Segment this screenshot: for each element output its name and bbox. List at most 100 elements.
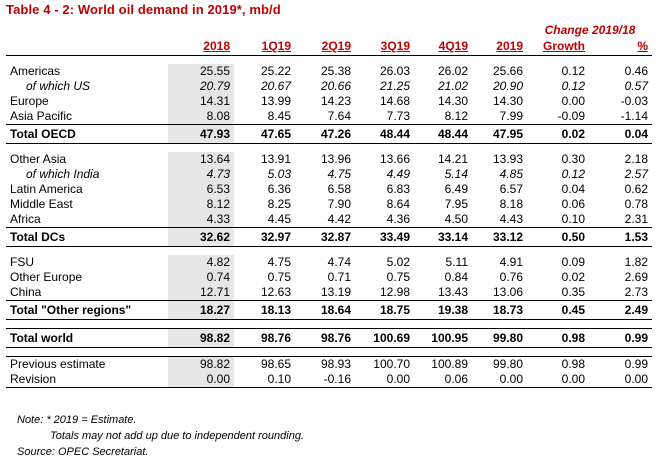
cell-5: 5.11 bbox=[445, 255, 468, 269]
col-header-percent: % bbox=[589, 38, 652, 56]
cell-6: 4.85 bbox=[499, 167, 523, 181]
cell-8: 0.99 bbox=[589, 328, 652, 348]
table-row: Middle East 8.12 8.25 7.90 8.64 7.95 8.18 0.06 0… bbox=[6, 197, 652, 212]
cell-1: 4.73 bbox=[168, 167, 234, 182]
cell-2: 5.03 bbox=[267, 167, 291, 181]
cell-6: 7.99 bbox=[499, 109, 523, 123]
cell-7: 0.09 bbox=[561, 255, 585, 269]
cell-5: 0.84 bbox=[444, 270, 468, 284]
cell-2: 13.91 bbox=[260, 152, 291, 166]
cell-3: 4.74 bbox=[327, 255, 351, 269]
cell-7: -0.09 bbox=[557, 109, 585, 123]
cell-2: 0.75 bbox=[267, 270, 291, 284]
cell-8: 2.57 bbox=[624, 167, 648, 181]
row-label: Previous estimate bbox=[6, 356, 168, 372]
cell-2: 25.22 bbox=[260, 64, 291, 78]
table-row: Revision 0.00 0.10 -0.16 0.00 0.06 0.00 0.00 0.0… bbox=[6, 372, 652, 388]
cell-5: 0.06 bbox=[414, 372, 472, 388]
cell-4: 26.03 bbox=[379, 64, 410, 78]
cell-7: 0.02 bbox=[527, 124, 589, 144]
cell-1: 8.12 bbox=[168, 197, 234, 212]
cell-1: 0.74 bbox=[168, 270, 234, 285]
spacer-row bbox=[6, 56, 652, 65]
cell-1: 13.64 bbox=[168, 152, 234, 167]
row-label: Total OECD bbox=[6, 124, 168, 144]
cell-2: 6.36 bbox=[267, 182, 291, 196]
cell-2: 98.76 bbox=[234, 328, 295, 348]
row-label: Total DCs bbox=[6, 227, 168, 247]
cell-2: 0.10 bbox=[234, 372, 295, 388]
cell-3: 13.19 bbox=[320, 285, 351, 299]
cell-3: 18.64 bbox=[295, 300, 355, 320]
spacer-row bbox=[6, 144, 652, 153]
table-row: Africa 4.33 4.45 4.42 4.36 4.50 4.43 0.10 2.31 bbox=[6, 212, 652, 228]
cell-5: 13.43 bbox=[437, 285, 468, 299]
cell-2: 4.45 bbox=[267, 212, 291, 226]
cell-7: 0.12 bbox=[561, 64, 585, 78]
cell-4: 12.98 bbox=[379, 285, 410, 299]
cell-1: 6.53 bbox=[168, 182, 234, 197]
table-row: Other Europe 0.74 0.75 0.71 0.75 0.84 0.76 0.02… bbox=[6, 270, 652, 285]
table-row: Asia Pacific 8.08 8.45 7.64 7.73 8.12 7.99 -0.0… bbox=[6, 109, 652, 125]
table-row: Previous estimate 98.82 98.65 98.93 100.70 10… bbox=[6, 356, 652, 372]
cell-8: 0.78 bbox=[624, 197, 648, 211]
total-row: Total DCs 32.62 32.97 32.87 33.49 33.14 33.12 0… bbox=[6, 227, 652, 247]
row-label: Latin America bbox=[10, 182, 83, 196]
cell-7: 0.35 bbox=[561, 285, 585, 299]
cell-3: 7.90 bbox=[327, 197, 351, 211]
row-label: Other Asia bbox=[10, 152, 67, 166]
cell-4: 100.69 bbox=[355, 328, 414, 348]
cell-2: 47.65 bbox=[234, 124, 295, 144]
cell-3: 13.96 bbox=[320, 152, 351, 166]
cell-4: 5.02 bbox=[386, 255, 410, 269]
change-header: Change 2019/18 bbox=[544, 23, 636, 37]
cell-5: 8.12 bbox=[444, 109, 468, 123]
cell-6: 6.57 bbox=[499, 182, 523, 196]
cell-1: 4.82 bbox=[168, 255, 234, 270]
cell-7: 0.04 bbox=[561, 182, 585, 196]
cell-1: 32.62 bbox=[168, 227, 234, 247]
cell-4: 100.70 bbox=[355, 356, 414, 372]
row-label: Asia Pacific bbox=[10, 109, 73, 123]
row-label: Revision bbox=[6, 372, 168, 388]
cell-7: 0.45 bbox=[527, 300, 589, 320]
cell-5: 48.44 bbox=[414, 124, 472, 144]
cell-5: 4.50 bbox=[444, 212, 468, 226]
total-row: Total OECD 47.93 47.65 47.26 48.44 48.44 47.95… bbox=[6, 124, 652, 144]
cell-2: 18.13 bbox=[234, 300, 295, 320]
cell-2: 98.65 bbox=[234, 356, 295, 372]
cell-1: 20.79 bbox=[168, 79, 234, 94]
note-rounding: Totals may not add up due to independent… bbox=[50, 430, 305, 442]
cell-6: 4.91 bbox=[499, 255, 523, 269]
table-row: Europe 14.31 13.99 14.23 14.68 14.30 14.30 0.00… bbox=[6, 94, 652, 109]
cell-1: 18.27 bbox=[168, 300, 234, 320]
cell-3: -0.16 bbox=[295, 372, 355, 388]
cell-4: 18.75 bbox=[355, 300, 414, 320]
cell-1: 47.93 bbox=[168, 124, 234, 144]
table-row: of which US 20.79 20.67 20.66 21.25 21.02 20.9… bbox=[6, 79, 652, 94]
cell-3: 4.75 bbox=[327, 167, 351, 181]
cell-4: 0.00 bbox=[355, 372, 414, 388]
cell-8: -1.14 bbox=[620, 109, 648, 123]
cell-8: 0.62 bbox=[624, 182, 648, 196]
column-header-row: 2018 1Q19 2Q19 3Q19 4Q19 2019 Growth % bbox=[6, 38, 652, 56]
cell-8: -0.03 bbox=[620, 94, 648, 108]
row-label: of which India bbox=[26, 167, 100, 181]
cell-5: 14.21 bbox=[437, 152, 468, 166]
table-row: Americas 25.55 25.22 25.38 26.03 26.02 25.66 0.… bbox=[6, 64, 652, 79]
row-label: of which US bbox=[26, 79, 91, 93]
cell-1: 14.31 bbox=[168, 94, 234, 109]
cell-6: 4.43 bbox=[499, 212, 523, 226]
row-label: Total world bbox=[6, 328, 168, 348]
cell-2: 4.75 bbox=[267, 255, 291, 269]
cell-7: 0.50 bbox=[527, 227, 589, 247]
cell-4: 8.64 bbox=[386, 197, 410, 211]
cell-1: 4.33 bbox=[168, 212, 234, 228]
cell-6: 13.06 bbox=[492, 285, 523, 299]
cell-3: 98.93 bbox=[295, 356, 355, 372]
row-label: Total "Other regions" bbox=[6, 300, 168, 320]
cell-7: 0.00 bbox=[527, 372, 589, 388]
col-header-1q19: 1Q19 bbox=[234, 38, 295, 56]
table-row: Latin America 6.53 6.36 6.58 6.83 6.49 6.57 0.0… bbox=[6, 182, 652, 197]
cell-1: 98.82 bbox=[168, 328, 234, 348]
